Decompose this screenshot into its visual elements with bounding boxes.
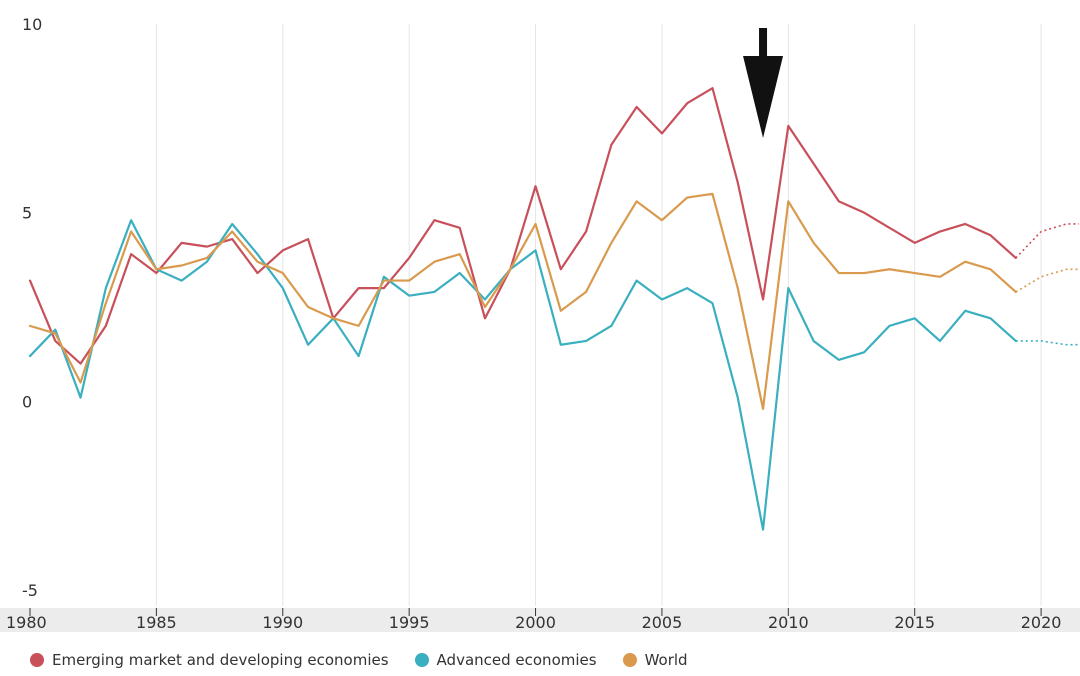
series-projection-0: [1015, 223, 1079, 259]
y-tick-label: 5: [22, 204, 32, 223]
grid-lines: [155, 24, 1042, 606]
legend-swatch-emerging: [30, 653, 44, 667]
x-tick-label: 1985: [136, 613, 177, 632]
legend-swatch-advanced: [414, 653, 429, 667]
x-tick-label: 2010: [768, 613, 809, 632]
legend-swatch-world: [622, 653, 637, 667]
x-tick-label: 1990: [262, 613, 303, 632]
legend-item-advanced: Advanced economies: [414, 651, 597, 669]
legend-item-emerging: Emerging market and developing economies: [30, 651, 389, 669]
legend-label-emerging: Emerging market and developing economies: [52, 651, 389, 669]
x-tick-label: 1980: [6, 613, 47, 632]
y-tick-label: -5: [22, 581, 38, 600]
legend: Emerging market and developing economies…: [30, 648, 688, 672]
series-projection-2: [1015, 268, 1079, 293]
legend-label-advanced: Advanced economies: [436, 651, 597, 669]
y-tick-label: 10: [22, 15, 42, 34]
arrow-head: [743, 56, 784, 138]
series-line-2: [28, 192, 1017, 410]
series-line-0: [28, 87, 1017, 365]
x-tick-label: 2015: [894, 613, 935, 632]
annotation-arrow: [743, 28, 784, 138]
x-tick-label: 2020: [1021, 613, 1062, 632]
series-line-1: [28, 219, 1017, 531]
x-axis: 1980 1985 1990 1995 2000 2005 2010 2015 2020: [0, 608, 1080, 632]
x-tick-label: 1995: [389, 613, 430, 632]
x-tick-label: 2000: [515, 613, 556, 632]
x-axis-band: [0, 608, 1080, 632]
series-projection-1: [1015, 340, 1079, 346]
arrow-shaft: [759, 28, 768, 62]
y-axis-ticks: 10 5 0 -5: [22, 15, 42, 600]
series-lines: [28, 87, 1079, 531]
x-tick-label: 2005: [642, 613, 683, 632]
legend-label-world: World: [644, 651, 688, 669]
legend-item-world: World: [622, 651, 688, 669]
y-tick-label: 0: [22, 392, 32, 411]
